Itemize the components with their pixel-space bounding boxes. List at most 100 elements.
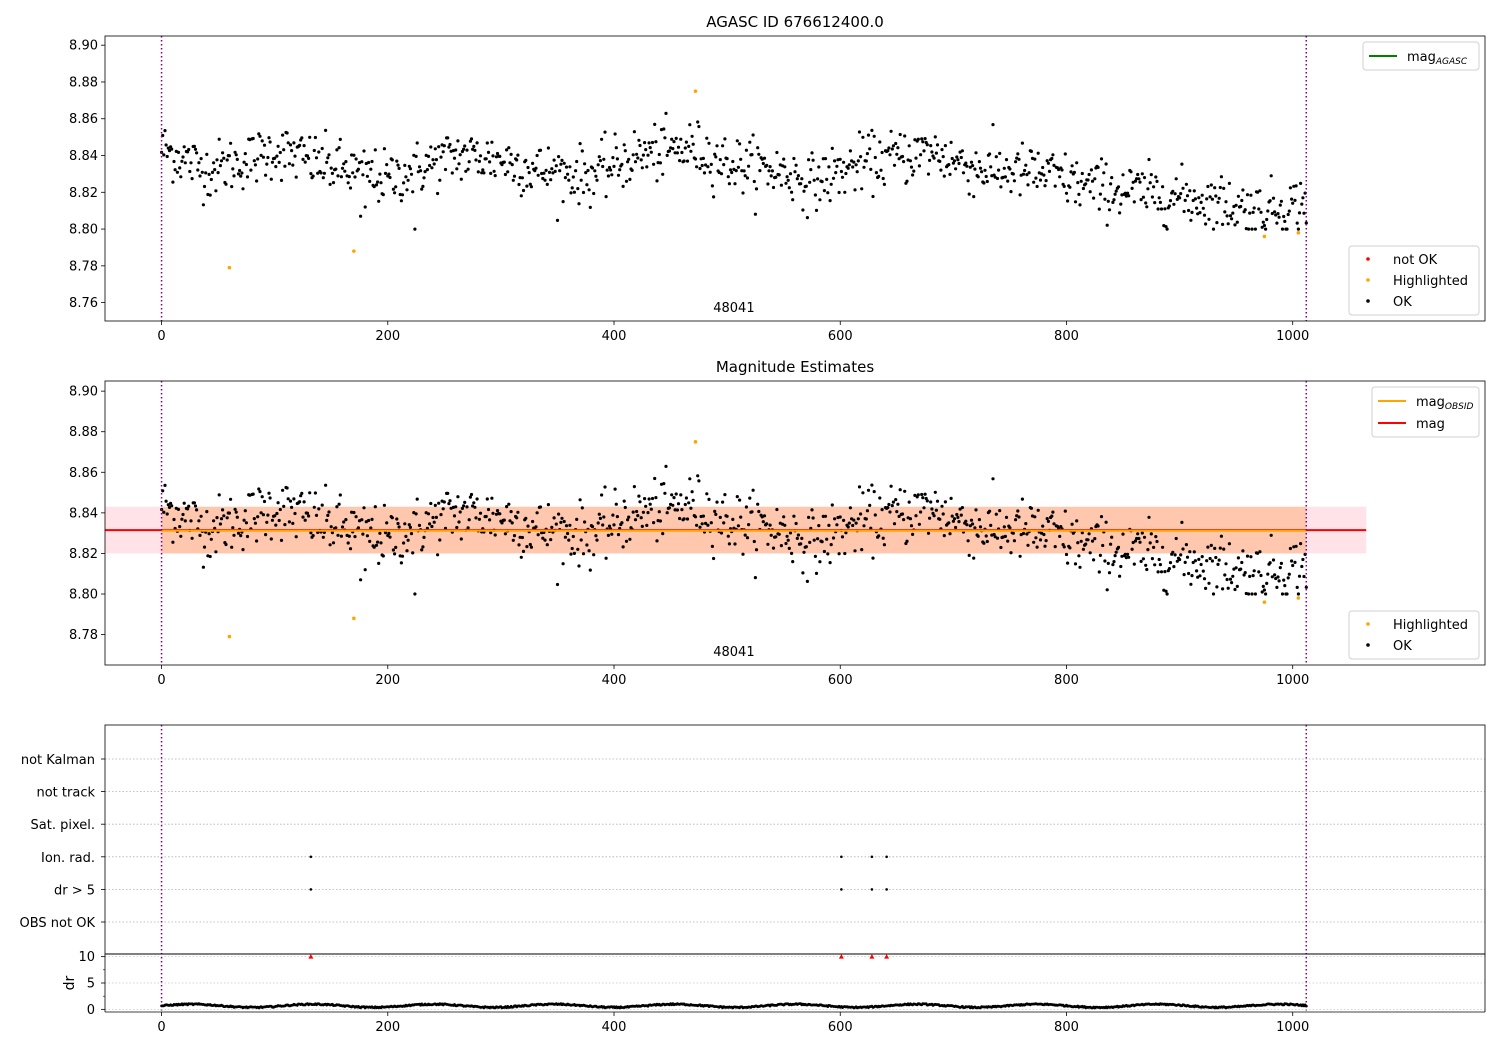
ok-point <box>367 160 371 165</box>
ok-point <box>822 189 827 193</box>
ok-point <box>363 205 367 209</box>
ok-point <box>1147 157 1151 162</box>
ok-point <box>1178 558 1182 562</box>
ok-point <box>1047 169 1052 173</box>
ok-point <box>1073 562 1078 566</box>
ok-point <box>454 505 458 509</box>
ok-point <box>474 516 478 520</box>
ok-point <box>473 148 477 152</box>
ok-point <box>439 513 443 517</box>
ok-point <box>744 148 749 152</box>
ok-point <box>1262 223 1266 228</box>
ok-point <box>1116 545 1121 550</box>
ok-point <box>621 545 625 549</box>
ok-point <box>1266 209 1270 213</box>
ok-point <box>743 174 747 178</box>
ok-point <box>464 169 468 173</box>
ok-point <box>520 176 525 180</box>
ok-point <box>753 576 758 580</box>
ok-point <box>1107 571 1112 575</box>
ok-point <box>960 149 965 153</box>
ok-point <box>197 161 201 165</box>
ok-point <box>636 156 640 160</box>
ok-point <box>1105 588 1109 592</box>
ok-point <box>1185 194 1190 198</box>
ok-point <box>342 162 346 166</box>
ok-point <box>533 169 537 173</box>
ok-point <box>439 155 443 159</box>
ok-point <box>317 507 321 511</box>
ok-point <box>685 517 690 521</box>
y-tick-label: 8.86 <box>69 466 98 481</box>
ok-point <box>1192 189 1196 193</box>
ok-point <box>1060 168 1064 172</box>
ok-point <box>1213 546 1217 551</box>
ok-point <box>365 174 369 178</box>
ok-point <box>1081 186 1085 191</box>
ok-point <box>476 170 480 174</box>
x-tick-label: 800 <box>1054 1020 1079 1035</box>
ok-point <box>1154 175 1158 179</box>
ok-point <box>978 166 983 170</box>
ok-point <box>866 133 871 137</box>
ok-point <box>183 519 187 523</box>
ok-point <box>689 506 693 510</box>
ok-point <box>621 184 625 188</box>
ok-point <box>1155 179 1159 183</box>
ok-point <box>276 501 280 505</box>
ok-point <box>430 166 434 170</box>
ok-point <box>249 168 253 172</box>
ok-point <box>623 149 627 153</box>
ok-point <box>1042 532 1046 537</box>
ok-point <box>955 155 959 159</box>
ok-point <box>1063 152 1067 156</box>
ok-point <box>387 531 391 536</box>
ok-point <box>179 175 183 179</box>
ok-point <box>382 147 386 151</box>
ok-point <box>1200 193 1204 197</box>
ok-point <box>995 176 1000 181</box>
ok-point <box>831 536 836 540</box>
ok-point <box>938 159 942 163</box>
ok-point <box>1234 203 1238 207</box>
ok-point <box>1097 207 1101 211</box>
ok-point <box>657 152 661 157</box>
ok-point <box>166 503 170 507</box>
ok-point <box>408 167 412 171</box>
ok-point <box>1261 220 1265 224</box>
ok-point <box>342 520 346 524</box>
ok-point <box>1130 186 1134 190</box>
ok-point <box>1163 207 1167 211</box>
ok-point <box>361 173 365 177</box>
ok-point <box>1144 201 1148 205</box>
ok-point <box>793 170 797 174</box>
ok-point <box>214 189 218 193</box>
ok-point <box>352 510 356 515</box>
ok-point <box>1003 534 1008 539</box>
ok-point <box>1245 193 1250 197</box>
ok-point <box>219 517 224 521</box>
ok-point <box>1004 158 1009 162</box>
ok-point <box>612 523 616 527</box>
ok-point <box>785 175 789 179</box>
ok-point <box>1035 184 1039 189</box>
ok-point <box>1129 170 1133 174</box>
ok-point <box>840 175 845 179</box>
ok-point <box>1252 206 1256 210</box>
ok-point <box>370 159 374 164</box>
ok-point <box>1033 157 1037 161</box>
ok-point <box>294 535 298 539</box>
ok-point <box>381 193 385 197</box>
ok-point <box>1217 196 1221 200</box>
ok-point <box>408 525 412 530</box>
ok-point <box>216 171 220 175</box>
ok-point <box>266 513 270 517</box>
ok-point <box>859 512 863 516</box>
ok-point <box>231 167 235 171</box>
ok-point <box>1270 211 1274 216</box>
ok-point <box>1173 553 1177 557</box>
ok-point <box>768 523 772 527</box>
ok-point <box>888 153 892 157</box>
ok-point <box>1002 525 1006 529</box>
ok-point <box>1211 227 1216 231</box>
